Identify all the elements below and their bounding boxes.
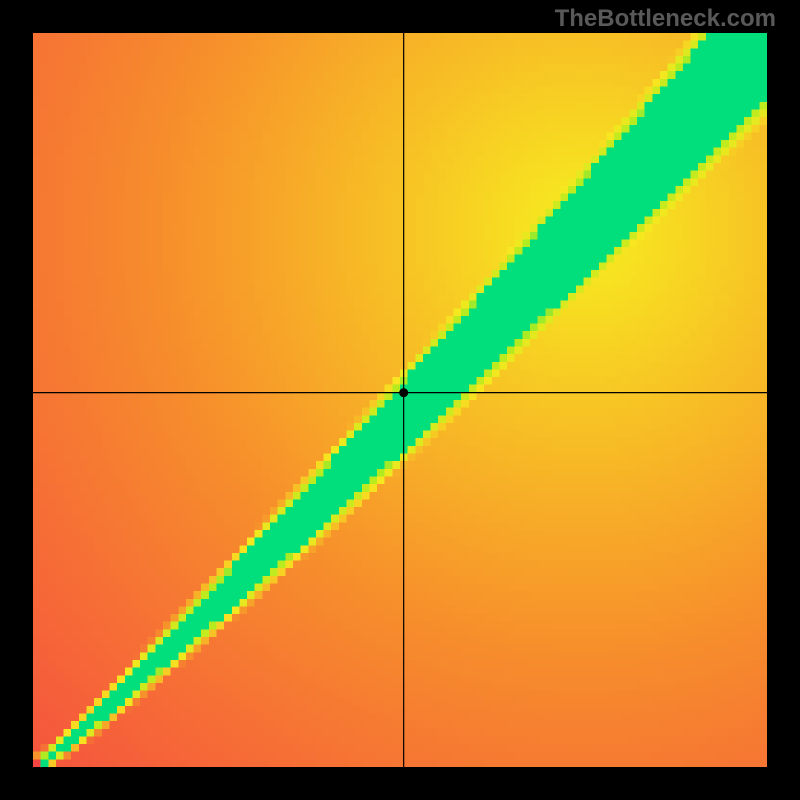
- bottleneck-heatmap: [33, 33, 767, 767]
- watermark-text: TheBottleneck.com: [555, 5, 776, 33]
- chart-container: TheBottleneck.com: [0, 0, 800, 800]
